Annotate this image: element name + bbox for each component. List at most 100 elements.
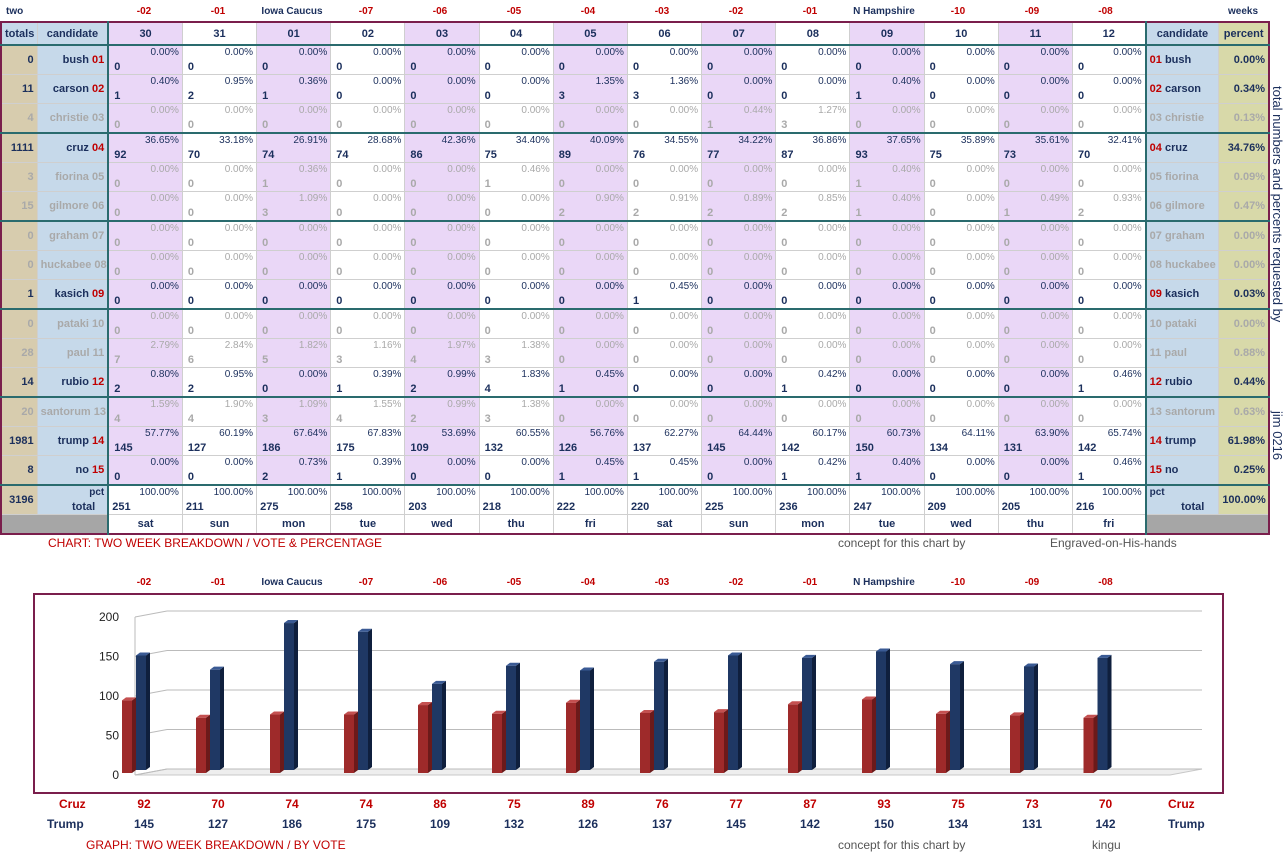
- day-percent: 0.00%: [150, 311, 179, 322]
- day-percent: 0.00%: [224, 223, 254, 234]
- candidate-number: 02: [91, 83, 105, 95]
- day-total-percent: 100.00%: [806, 487, 847, 498]
- totals-label-right-total: total: [1181, 501, 1205, 513]
- day-cell: 36.65% 92: [107, 132, 183, 163]
- day-votes: 0: [1003, 61, 1010, 73]
- day-percent: 0.00%: [818, 76, 847, 87]
- day-cell: 2.84% 6: [181, 338, 258, 368]
- graph-marker: -01: [802, 577, 818, 588]
- top-marker: -01: [210, 6, 226, 17]
- day-cell: 36.86% 87: [775, 132, 851, 163]
- day-cell: 0.00% 0: [775, 396, 851, 427]
- day-percent: 0.00%: [1113, 252, 1142, 263]
- candidate-label: rubio 12: [36, 367, 109, 398]
- weekday-blank-right: [1144, 514, 1270, 535]
- weekday-label: thu: [478, 514, 554, 535]
- series-label-left: Trump: [47, 817, 84, 831]
- day-percent: 0.00%: [743, 223, 773, 234]
- day-percent: 0.00%: [521, 193, 550, 204]
- day-votes: 0: [1003, 119, 1010, 131]
- day-percent: 0.00%: [669, 47, 699, 58]
- day-votes: 0: [187, 325, 195, 337]
- candidate-row: 8 no 15 0.00% 0 0.00% 0 0.73% 2 0.39% 1 0.00% 0 0.00…: [0, 455, 1270, 486]
- day-votes: 137: [632, 442, 652, 454]
- day-percent: 37.65%: [886, 135, 921, 146]
- day-percent: 0.73%: [298, 457, 328, 468]
- day-votes: 1: [855, 178, 862, 190]
- day-votes: 0: [558, 178, 565, 190]
- candidate-label-right: 06 gilmore: [1144, 191, 1220, 222]
- day-cell: 0.00% 0: [330, 308, 406, 339]
- day-cell: 0.39% 1: [330, 367, 406, 398]
- day-cell: 0.00% 0: [701, 250, 777, 280]
- day-cell: 0.00% 0: [997, 44, 1073, 75]
- day-votes: 126: [558, 442, 578, 454]
- day-cell: 0.99% 2: [404, 367, 480, 398]
- candidate-row: 1 kasich 09 0.00% 0 0.00% 0 0.00% 0 0.00% 0 0.00% 0…: [0, 279, 1270, 310]
- day-cell: 0.00% 0: [997, 455, 1073, 486]
- grand-percent: 100.00%: [1218, 484, 1270, 515]
- candidate-percent: 0.03%: [1218, 279, 1270, 310]
- bar-cruz: [640, 709, 654, 773]
- day-cell: 0.00% 0: [552, 103, 628, 134]
- day-percent: 0.00%: [373, 223, 402, 234]
- day-votes: 0: [262, 325, 269, 337]
- day-votes: 0: [1077, 61, 1085, 73]
- day-votes: 77: [707, 149, 720, 161]
- day-votes: 0: [1077, 266, 1085, 278]
- day-votes: 89: [558, 149, 572, 161]
- day-total-percent: 100.00%: [584, 487, 624, 498]
- y-tick-label: 50: [106, 729, 120, 743]
- day-votes: 1: [632, 295, 640, 307]
- day-votes: 109: [410, 442, 429, 454]
- day-percent: 0.00%: [966, 340, 995, 351]
- day-votes: 0: [410, 178, 417, 190]
- day-votes: 2: [187, 90, 195, 102]
- day-votes: 0: [558, 237, 565, 249]
- weekday-label: mon: [256, 514, 332, 535]
- candidate-number: 05: [91, 171, 105, 183]
- day-cell: 0.40% 1: [849, 455, 925, 486]
- day-votes: 0: [707, 61, 714, 73]
- day-cell: 0.89% 2: [701, 191, 777, 222]
- day-percent: 0.00%: [1040, 340, 1069, 351]
- top-marker: Iowa Caucus: [261, 6, 323, 17]
- day-votes: 0: [855, 383, 862, 395]
- candidate-label-right: 15 no: [1144, 455, 1220, 486]
- bar-chart-frame: 0 50 100 150 200: [33, 593, 1224, 794]
- day-votes: 0: [1003, 266, 1010, 278]
- day-votes: 0: [336, 237, 343, 249]
- series-value: 132: [503, 817, 525, 831]
- day-percent: 0.00%: [447, 105, 476, 116]
- day-percent: 1.35%: [595, 76, 624, 87]
- day-percent: 60.55%: [515, 428, 550, 439]
- day-percent: 0.00%: [595, 47, 624, 58]
- day-percent: 0.00%: [447, 281, 476, 292]
- day-percent: 0.00%: [595, 105, 624, 116]
- day-percent: 0.49%: [1040, 193, 1069, 204]
- day-votes: 0: [187, 178, 195, 190]
- day-percent: 0.00%: [447, 457, 476, 468]
- series-value: 142: [1095, 817, 1116, 831]
- label-two: two: [6, 6, 24, 17]
- day-percent: 60.19%: [219, 428, 254, 439]
- day-cell: 0.00% 0: [330, 74, 406, 104]
- day-percent: 0.42%: [818, 369, 847, 380]
- day-percent: 0.00%: [818, 311, 847, 322]
- day-cell: 0.00% 0: [701, 308, 777, 339]
- day-cell: 0.00% 0: [997, 74, 1073, 104]
- candidate-name-right: no: [1164, 464, 1179, 476]
- bar-cruz: [714, 709, 728, 773]
- candidate-name: rubio: [61, 376, 89, 388]
- series-value: 126: [577, 817, 599, 831]
- candidate-name-right: huckabee: [1164, 259, 1216, 271]
- header-row: totals candidate 30 31 01 02 03 04 05 06 07 08 09 10 1…: [0, 21, 1270, 46]
- candidate-name-right: pataki: [1164, 318, 1197, 330]
- candidate-name-right: gilmore: [1164, 200, 1205, 212]
- day-votes: 0: [781, 90, 788, 102]
- day-votes: 1: [855, 207, 862, 219]
- day-votes: 0: [484, 471, 491, 483]
- day-total-cell: 100.00% 236: [775, 484, 851, 515]
- day-percent: 0.00%: [1040, 369, 1069, 380]
- series-value: 92: [137, 797, 151, 811]
